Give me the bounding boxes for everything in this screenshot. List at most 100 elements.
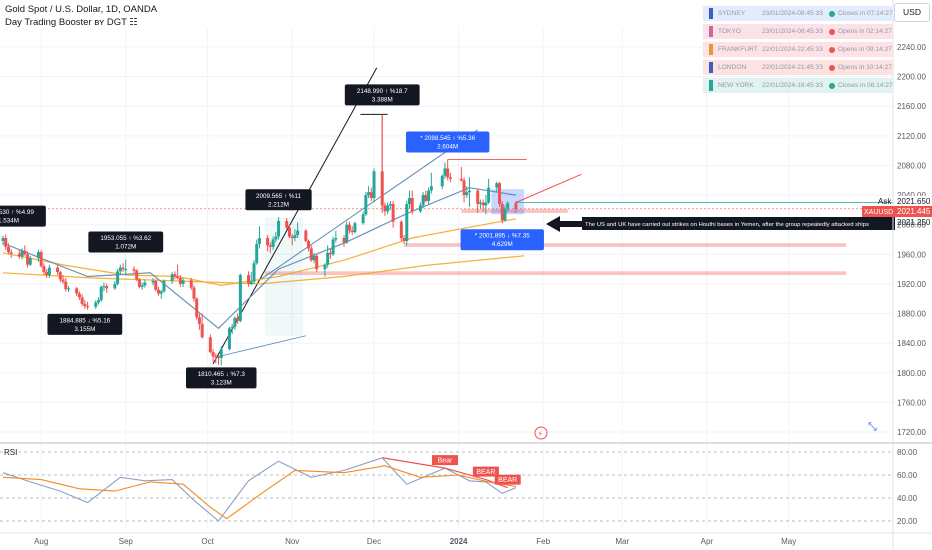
candle [58, 270, 62, 283]
candle-body [116, 271, 120, 284]
candle [113, 280, 117, 290]
candle [386, 202, 390, 215]
candle-body [274, 236, 278, 240]
candle [75, 286, 79, 296]
session-color-marker [709, 26, 713, 37]
candle-body [383, 205, 387, 212]
candle [151, 278, 155, 286]
last-price: 2021.445 [897, 207, 931, 216]
candle-body [64, 281, 68, 290]
candle-body [446, 168, 450, 178]
candle [135, 269, 139, 281]
symbol-box [862, 206, 894, 217]
annotation-box [245, 189, 312, 211]
candle-body [195, 298, 199, 318]
rsi-tick-label: 40.00 [897, 494, 918, 503]
candle-body [176, 276, 180, 278]
candle [514, 201, 518, 213]
candle [233, 316, 237, 330]
candle [96, 297, 100, 305]
candle [143, 279, 147, 288]
annotation-price: 2148.990 ↑ %18.7 [357, 88, 408, 95]
status-dot-icon [829, 82, 835, 89]
candle-body [151, 280, 155, 283]
candle [364, 192, 368, 216]
candle-body [1, 238, 5, 241]
candle-body [77, 293, 81, 298]
candle [380, 114, 384, 213]
ask-price: 2021.650 [897, 197, 931, 206]
candle [197, 313, 201, 330]
candle-body [380, 171, 384, 206]
x-tick-label: Feb [536, 537, 550, 546]
candle [20, 248, 24, 260]
bid-label: Bid [879, 218, 891, 227]
candle [173, 271, 177, 280]
candle-body [462, 180, 466, 196]
currency-button[interactable]: USD [894, 3, 930, 22]
candle-body [217, 357, 221, 359]
candle-body [334, 238, 338, 240]
session-row-london: LONDON 22/01/2024-21:45:33 Opens in 10:1… [703, 60, 893, 75]
candle [323, 263, 327, 277]
session-name: NEW YORK [718, 82, 754, 89]
candle-body [503, 208, 507, 221]
candle [118, 264, 122, 276]
price-annotation: 1987.530 ↑ %4.99 1.534M [0, 205, 46, 227]
annotation-volume: 2.604M [437, 144, 458, 151]
moving-averages [0, 67, 893, 365]
news-annotation: The US and UK have carried out strikes o… [546, 216, 895, 232]
y-tick-label: 2240.00 [897, 43, 926, 52]
candle [45, 269, 49, 278]
candle [249, 272, 253, 286]
y-tick-label: 1840.00 [897, 339, 926, 348]
candle [487, 178, 491, 204]
candle [484, 195, 488, 215]
candle [200, 313, 204, 339]
candle-body [219, 349, 223, 358]
indicator-name[interactable]: Day Trading Booster ʙʏ DGT ☷ [5, 17, 138, 28]
candle-body [410, 198, 414, 212]
candle-body [124, 269, 128, 271]
candle [361, 211, 365, 225]
candle [418, 202, 422, 213]
y-tick-label: 2040.00 [897, 191, 926, 200]
candle [192, 285, 196, 302]
session-row-frankfurt: FRANKFURT 22/01/2024-22:45:33 Opens in 0… [703, 42, 893, 57]
candle-body [143, 282, 147, 286]
candle-body [372, 171, 376, 199]
arrow-left-icon [546, 216, 582, 232]
candle [498, 181, 502, 207]
candle-body [495, 183, 499, 188]
candle-body [257, 238, 261, 244]
session-status: Closes in 06:14:27 [838, 82, 893, 89]
session-status: Opens in 09:14:27 [838, 46, 892, 53]
candle [217, 354, 221, 365]
candle [159, 289, 163, 299]
x-tick-label: Mar [615, 537, 629, 546]
candle-body [323, 264, 327, 270]
annotation-box [47, 313, 123, 335]
y-tick-label: 1960.00 [897, 250, 926, 259]
lightning-glyph: ⚡ [538, 430, 544, 439]
candle [102, 282, 106, 292]
y-tick-label: 2000.00 [897, 221, 926, 230]
candle-body [465, 192, 469, 196]
expand-icon: ⤡ [868, 421, 877, 433]
trendline-blue [259, 129, 478, 281]
annotation-price: 2009.565 ↑ %11 [256, 193, 302, 200]
candle-body [99, 286, 103, 301]
candle [424, 190, 428, 203]
candle [178, 275, 182, 287]
candle [326, 245, 330, 268]
candle-body [500, 203, 504, 221]
session-color-marker [709, 44, 713, 55]
candle-body [345, 224, 349, 243]
candles[interactable] [1, 114, 518, 366]
candle [236, 313, 240, 324]
x-tick-label: 2024 [450, 537, 468, 546]
candle-body [230, 326, 234, 329]
session-color-marker [709, 80, 713, 91]
